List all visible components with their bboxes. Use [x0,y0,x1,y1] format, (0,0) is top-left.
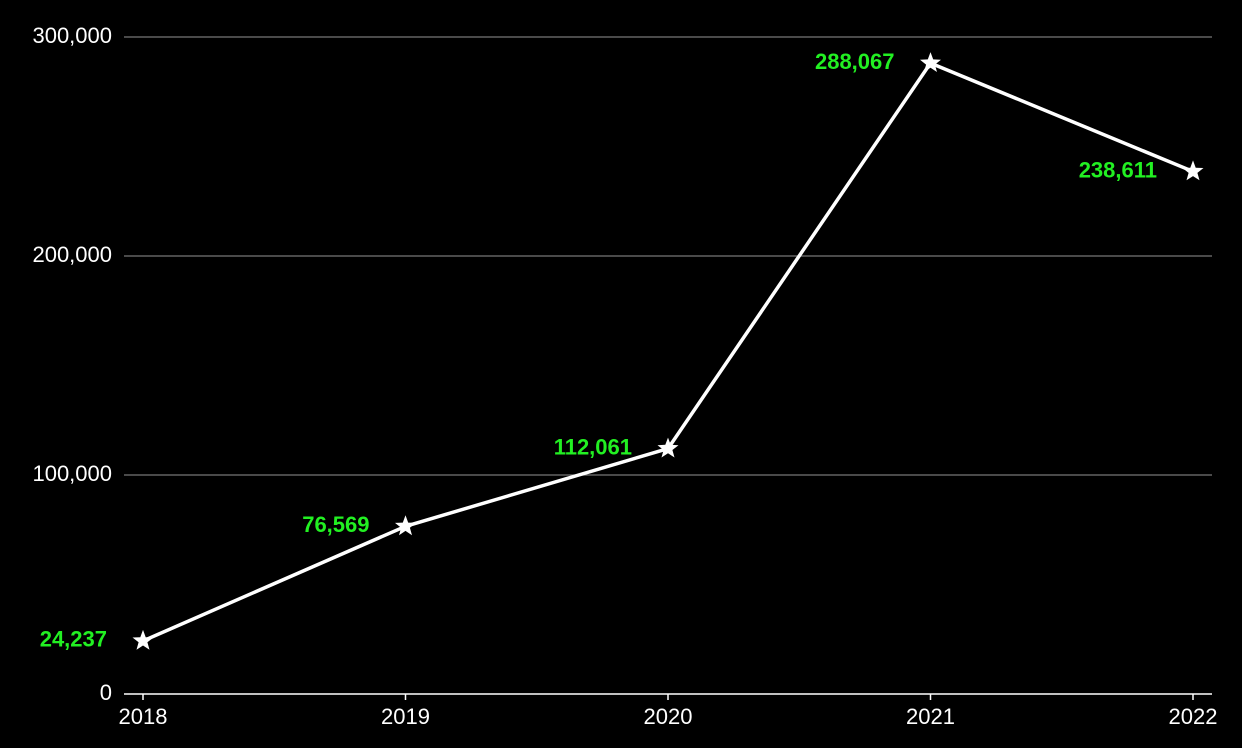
x-tick-label: 2021 [906,704,955,729]
y-tick-label: 200,000 [32,242,112,267]
x-tick-label: 2022 [1169,704,1218,729]
line [142,61,1194,643]
value-label: 288,067 [815,49,895,74]
value-label: 112,061 [554,434,632,459]
marker [920,52,941,72]
y-tick-label: 300,000 [32,23,112,48]
y-tick-label: 100,000 [32,461,112,486]
value-label: 76,569 [302,512,369,537]
marker [132,629,154,650]
value-label: 238,611 [1079,157,1157,182]
marker [657,437,679,458]
y-tick-label: 0 [100,680,112,705]
value-label: 24,237 [40,627,107,652]
marker [395,515,416,536]
x-tick-label: 2018 [119,704,168,729]
x-tick-label: 2019 [381,704,430,729]
x-tick-label: 2020 [644,704,693,729]
marker [1182,160,1204,181]
